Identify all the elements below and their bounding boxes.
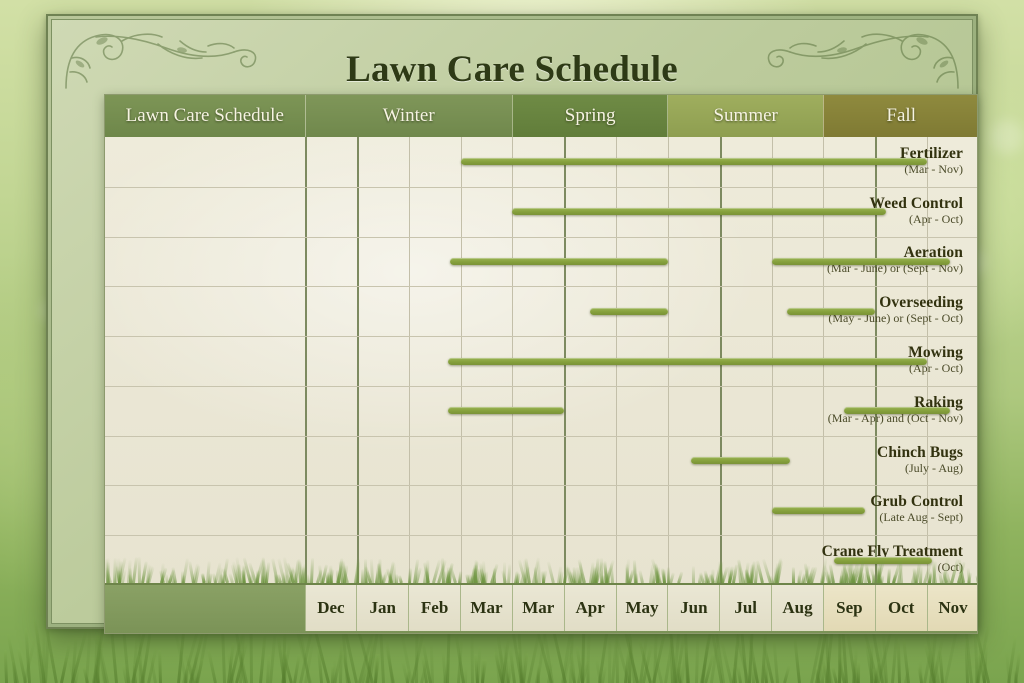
frame-mat: Lawn Care Schedule Lawn Care Schedule Win… <box>51 19 973 624</box>
schedule-bar-mowing-0[interactable] <box>448 358 928 365</box>
month-tick-jul-8: Jul <box>720 585 772 631</box>
schedule-bar-overseeding-0[interactable] <box>590 308 668 315</box>
background-grass-blade <box>897 639 901 683</box>
schedule-bar-raking-1[interactable] <box>844 407 950 414</box>
background-grass-blade <box>917 665 923 683</box>
month-tick-may-6: May <box>616 585 668 631</box>
background-grass-blade <box>870 643 873 683</box>
schedule-card: Lawn Care Schedule Winter Spring Summer Fall… <box>104 94 978 634</box>
background-grass-blade <box>3 650 7 683</box>
background-grass-blade <box>158 650 162 683</box>
background-grass-blade <box>207 649 217 683</box>
header-season-winter: Winter <box>305 95 512 137</box>
background-grass-blade <box>773 639 780 683</box>
row-label-chinch-bugs: Chinch Bugs (July - Aug) <box>777 444 977 476</box>
schedule-grid: Fertilizer (Mar - Nov) Weed Control (Apr - … <box>105 137 977 585</box>
month-tick-mar-3: Mar <box>461 585 513 631</box>
poster-frame: Lawn Care Schedule Lawn Care Schedule Win… <box>46 14 978 629</box>
header-label-cell: Lawn Care Schedule <box>105 95 305 137</box>
bokeh-highlight <box>990 120 1024 154</box>
month-tick-jan-1: Jan <box>357 585 409 631</box>
row-label-window: (July - Aug) <box>777 461 963 476</box>
schedule-bar-fertilizer-0[interactable] <box>461 158 928 165</box>
schedule-bar-weed-control-0[interactable] <box>512 208 885 215</box>
page-title: Lawn Care Schedule <box>52 46 972 94</box>
header-season-spring: Spring <box>512 95 668 137</box>
month-tick-nov-12: Nov <box>927 585 978 631</box>
background-grass-blade <box>464 666 467 683</box>
schedule-bar-crane-fly-treatment-0[interactable] <box>834 557 933 564</box>
schedule-bar-chinch-bugs-0[interactable] <box>691 457 790 464</box>
background-grass-blade <box>385 638 394 683</box>
background-grass-blade <box>587 662 590 683</box>
month-tick-oct-11: Oct <box>875 585 927 631</box>
row-label-title: Chinch Bugs <box>777 444 963 461</box>
background-grass-blade <box>793 636 801 683</box>
month-tick-aug-9: Aug <box>772 585 824 631</box>
month-tick-mar-4: Mar <box>512 585 564 631</box>
background-grass-blade <box>1014 651 1021 683</box>
month-tick-jun-7: Jun <box>668 585 720 631</box>
background-grass-blade <box>470 633 474 683</box>
axis-label-spacer <box>105 585 305 631</box>
month-tick-dec-0: Dec <box>305 585 357 631</box>
background-grass-blade <box>695 635 699 683</box>
month-tick-apr-5: Apr <box>564 585 616 631</box>
schedule-bar-grub-control-0[interactable] <box>772 507 865 514</box>
schedule-bar-aeration-1[interactable] <box>772 258 951 265</box>
background-grass-blade <box>783 664 791 683</box>
month-axis-table: Dec Jan Feb Mar Mar Apr May Jun Jul Aug Sep Oct Nov <box>105 585 978 631</box>
schedule-bar-raking-0[interactable] <box>448 407 565 414</box>
month-axis: Dec Jan Feb Mar Mar Apr May Jun Jul Aug Sep Oct Nov <box>105 583 977 633</box>
header-season-summer: Summer <box>668 95 824 137</box>
header-season-fall: Fall <box>823 95 978 137</box>
month-tick-feb-2: Feb <box>409 585 461 631</box>
season-header-row: Lawn Care Schedule Winter Spring Summer Fall <box>105 95 978 137</box>
schedule-bar-overseeding-1[interactable] <box>787 308 875 315</box>
schedule-bar-aeration-0[interactable] <box>450 258 668 265</box>
background-grass-blade <box>60 655 69 683</box>
month-tick-sep-10: Sep <box>823 585 875 631</box>
background-grass-blade <box>331 665 335 683</box>
